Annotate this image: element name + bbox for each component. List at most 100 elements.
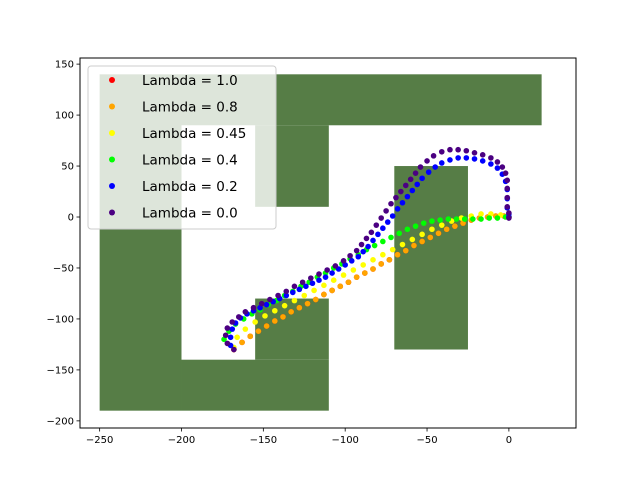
trajectory-point [402, 182, 409, 189]
trajectory-point [409, 187, 416, 194]
trajectory-point [380, 238, 386, 245]
trajectory-point [438, 148, 445, 155]
trajectory-point [299, 279, 306, 286]
trajectory-point [461, 216, 468, 222]
y-tick-label: −100 [47, 314, 74, 325]
y-tick-label: 0 [68, 213, 74, 224]
trajectory-point [438, 222, 445, 228]
trajectory-point [258, 300, 265, 307]
trajectory-point [417, 164, 424, 170]
trajectory-point [224, 340, 231, 347]
trajectory-point [303, 283, 309, 290]
trajectory-point [340, 272, 347, 278]
y-tick-label: −50 [53, 263, 74, 274]
trajectory-point [296, 304, 303, 311]
trajectory-point [281, 302, 288, 309]
trajectory-point [239, 339, 245, 346]
trajectory-point [271, 307, 278, 314]
y-tick-label: 50 [61, 162, 74, 173]
trajectory-point [350, 267, 357, 273]
trajectory-point [386, 257, 393, 263]
trajectory-point [371, 242, 378, 249]
trajectory-point [373, 222, 380, 228]
trajectory-point [291, 297, 298, 304]
trajectory-point [488, 155, 494, 161]
legend-marker [109, 130, 115, 136]
legend-label: Lambda = 0.2 [142, 179, 238, 195]
trajectory-point [290, 289, 296, 296]
trajectory-point [438, 160, 445, 166]
trajectory-point [412, 170, 419, 176]
trajectory-point [399, 199, 406, 206]
trajectory-point [312, 296, 319, 303]
trajectory-point [353, 274, 360, 280]
trajectory-point [445, 216, 452, 222]
trajectory-point [478, 211, 484, 217]
trajectory-point [263, 301, 270, 308]
trajectory-point [471, 156, 478, 162]
trajectory-point [247, 333, 254, 340]
trajectory-point [407, 176, 414, 183]
trajectory-point [235, 314, 242, 320]
trajectory-point [443, 226, 450, 233]
trajectory-point [425, 169, 432, 175]
trajectory-point [301, 292, 308, 299]
trajectory-point [447, 157, 453, 163]
trajectory-point [380, 225, 386, 232]
trajectory-point [488, 161, 494, 167]
trajectory-point [229, 319, 236, 325]
trajectory-point [263, 323, 270, 329]
x-tick-label: −100 [331, 435, 358, 446]
trajectory-point [424, 158, 430, 164]
trajectory-point [358, 241, 365, 248]
trajectory-point [322, 274, 329, 280]
trajectory-point [283, 288, 290, 295]
trajectory-point [231, 346, 237, 353]
trajectory-point [435, 230, 442, 237]
axes-frame [79, 57, 577, 429]
trajectory-point [370, 237, 376, 244]
legend-label: Lambda = 0.0 [142, 206, 238, 222]
trajectory-point [404, 193, 411, 200]
legend-label: Lambda = 0.8 [142, 100, 238, 116]
legend-label: Lambda = 1.0 [142, 73, 238, 89]
trajectory-point [432, 164, 439, 170]
trajectory-point [409, 236, 416, 243]
trajectory-point [250, 304, 257, 311]
trajectory-point [470, 216, 476, 222]
trajectory-point [329, 287, 335, 294]
legend-label: Lambda = 0.45 [142, 126, 246, 142]
trajectory-point [463, 147, 470, 154]
trajectory-point [360, 248, 366, 255]
trajectory-point [291, 283, 298, 290]
trajectory-point [420, 220, 427, 226]
trajectory-point [396, 230, 403, 237]
legend-marker [109, 103, 115, 110]
trajectory-point [504, 194, 511, 201]
y-tick-label: −150 [47, 365, 74, 376]
trajectory-point [353, 247, 360, 254]
trajectory-point [389, 246, 396, 253]
trajectory-point [280, 314, 286, 320]
trajectory-point [506, 210, 512, 216]
legend-label: Lambda = 0.4 [142, 153, 238, 169]
trajectory-point [332, 263, 339, 269]
trajectory-point [398, 188, 404, 195]
legend-box [87, 65, 277, 230]
trajectory-point [388, 200, 394, 207]
trajectory-point [504, 204, 511, 210]
y-tick-label: 150 [55, 60, 74, 71]
trajectory-point [308, 275, 314, 281]
trajectory-point [452, 223, 458, 229]
trajectory-point [502, 170, 509, 176]
trajectory-point [384, 219, 391, 225]
trajectory-point [227, 334, 234, 341]
trajectory-point [455, 155, 461, 161]
trajectory-point [224, 325, 231, 331]
x-tick-label: −200 [168, 435, 195, 446]
x-tick-label: −150 [250, 435, 277, 446]
trajectory-point [479, 158, 486, 164]
trajectory-point [389, 213, 396, 219]
trajectory-point [394, 251, 401, 258]
trajectory-point [324, 267, 330, 273]
